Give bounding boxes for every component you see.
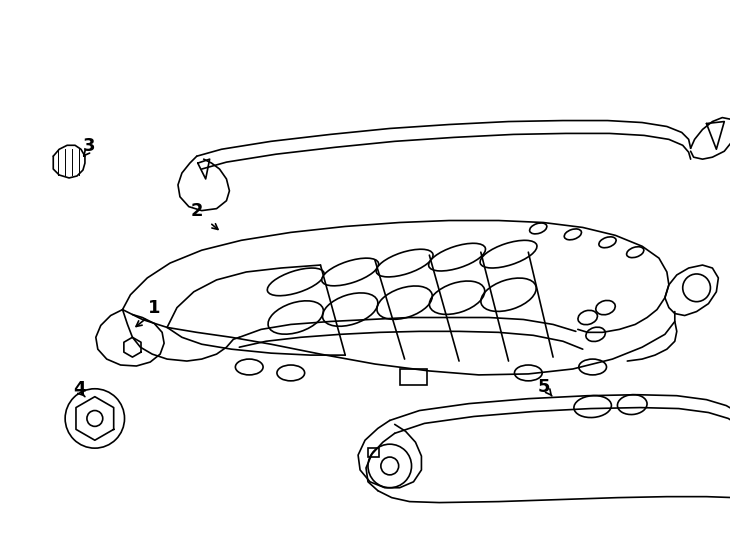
Ellipse shape	[321, 258, 379, 286]
Bar	[399, 369, 427, 385]
Ellipse shape	[480, 240, 537, 268]
Text: 2: 2	[191, 201, 203, 220]
Bar	[368, 448, 379, 457]
Circle shape	[65, 389, 125, 448]
Ellipse shape	[376, 249, 433, 277]
Ellipse shape	[599, 237, 616, 248]
Ellipse shape	[429, 244, 485, 271]
Ellipse shape	[564, 229, 581, 240]
Text: 1: 1	[148, 299, 161, 316]
Text: 4: 4	[73, 380, 85, 398]
Ellipse shape	[530, 223, 547, 234]
Text: 5: 5	[538, 378, 550, 396]
Text: 3: 3	[83, 137, 95, 156]
Ellipse shape	[267, 268, 324, 296]
Ellipse shape	[627, 247, 644, 258]
